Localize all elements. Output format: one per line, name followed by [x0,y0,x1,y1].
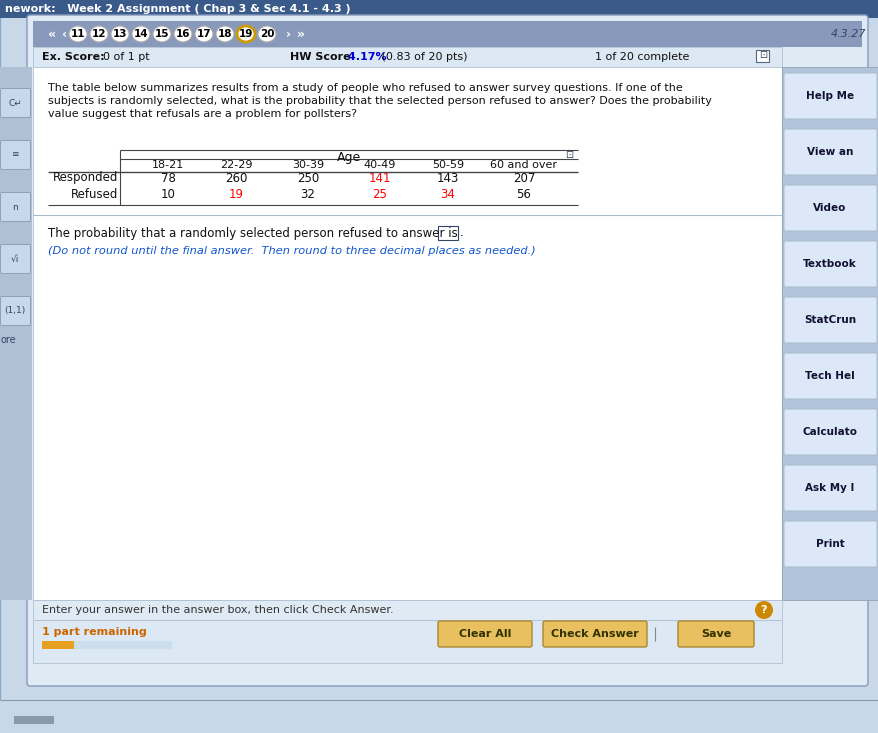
Text: StatCrun: StatCrun [803,315,855,325]
Text: Ex. Score:: Ex. Score: [42,52,104,62]
Bar [437,226,457,240]
Bar [781,67,878,600]
Text: 1 part remaining: 1 part remaining [42,627,147,637]
FancyBboxPatch shape [1,193,31,221]
Text: Age: Age [336,150,361,163]
Ellipse shape [132,26,150,42]
Text: .: . [459,226,464,240]
Text: »: » [297,28,305,40]
Text: 4.3.27: 4.3.27 [830,29,865,39]
Text: 17: 17 [197,29,211,39]
Text: subjects is randomly selected, what is the probability that the selected person : subjects is randomly selected, what is t… [48,96,711,106]
Text: Textbook: Textbook [802,259,856,269]
Text: (1,1): (1,1) [4,306,25,315]
FancyBboxPatch shape [783,353,876,399]
Text: (Do not round until the final answer.  Then round to three decimal places as nee: (Do not round until the final answer. Th… [48,246,535,256]
Text: 15: 15 [155,29,169,39]
Text: 19: 19 [228,188,243,202]
Text: nework:   Week 2 Assignment ( Chap 3 & Sec 4.1 - 4.3 ): nework: Week 2 Assignment ( Chap 3 & Sec… [5,4,350,14]
Text: 143: 143 [436,172,458,185]
Text: Check Answer: Check Answer [551,629,638,639]
Text: 141: 141 [369,172,391,185]
Text: Help Me: Help Me [805,91,853,101]
Bar [33,47,781,67]
Text: C↵: C↵ [8,98,22,108]
Ellipse shape [195,26,212,42]
Text: ⊡: ⊡ [565,150,572,160]
Ellipse shape [237,26,255,42]
Ellipse shape [90,26,108,42]
Bar [14,716,54,724]
Text: 0 of 1 pt: 0 of 1 pt [103,52,149,62]
Text: Ask My I: Ask My I [804,483,853,493]
Ellipse shape [258,26,276,42]
Text: «: « [48,28,56,40]
Text: Responded: Responded [53,172,118,185]
Text: Print: Print [815,539,844,549]
Text: 22-29: 22-29 [220,160,252,170]
Bar [33,600,781,620]
Ellipse shape [111,26,129,42]
Text: 40-49: 40-49 [363,160,396,170]
Text: Clear All: Clear All [458,629,511,639]
Text: ?: ? [759,605,766,615]
Circle shape [754,601,772,619]
FancyBboxPatch shape [677,621,753,647]
FancyBboxPatch shape [27,15,867,686]
Bar [0,67,32,600]
Ellipse shape [68,26,87,42]
Text: ⊡: ⊡ [758,51,766,61]
Text: value suggest that refusals are a problem for pollsters?: value suggest that refusals are a proble… [48,109,356,119]
Text: Save: Save [700,629,730,639]
Text: 260: 260 [225,172,247,185]
Text: 60 and over: 60 and over [490,160,557,170]
Bar [33,21,861,47]
FancyBboxPatch shape [543,621,646,647]
FancyBboxPatch shape [756,50,768,62]
Text: 18-21: 18-21 [152,160,184,170]
Text: 34: 34 [440,188,455,202]
Text: 11: 11 [70,29,85,39]
FancyBboxPatch shape [1,89,31,117]
FancyBboxPatch shape [1,245,31,273]
Text: 16: 16 [176,29,190,39]
Text: 19: 19 [239,29,253,39]
Text: 12: 12 [91,29,106,39]
Text: 50-59: 50-59 [431,160,464,170]
Bar [33,620,781,663]
Text: Calculato: Calculato [802,427,857,437]
Text: View an: View an [806,147,853,157]
Text: ›: › [285,28,291,40]
Bar [42,641,172,649]
Text: HW Score:: HW Score: [290,52,355,62]
Text: 207: 207 [512,172,535,185]
Text: 20: 20 [260,29,274,39]
FancyBboxPatch shape [783,297,876,343]
FancyBboxPatch shape [783,465,876,511]
FancyBboxPatch shape [783,241,876,287]
FancyBboxPatch shape [1,141,31,169]
Ellipse shape [174,26,191,42]
FancyBboxPatch shape [783,73,876,119]
Bar [0,700,878,733]
Text: 56: 56 [516,188,531,202]
Text: (0.83 of 20 pts): (0.83 of 20 pts) [378,52,467,62]
Text: 25: 25 [372,188,387,202]
FancyBboxPatch shape [783,129,876,175]
FancyBboxPatch shape [783,521,876,567]
Text: ≡: ≡ [11,150,18,160]
Ellipse shape [153,26,171,42]
Bar [0,0,878,18]
Text: ‹: ‹ [62,28,68,40]
Text: 1 of 20 complete: 1 of 20 complete [594,52,688,62]
Text: 250: 250 [297,172,319,185]
Bar [33,67,781,600]
Text: 78: 78 [161,172,176,185]
Text: 30-39: 30-39 [291,160,324,170]
Text: ore: ore [0,335,16,345]
Text: 10: 10 [161,188,176,202]
Text: Tech Hel: Tech Hel [804,371,854,381]
FancyBboxPatch shape [783,185,876,231]
Text: n: n [12,202,18,212]
